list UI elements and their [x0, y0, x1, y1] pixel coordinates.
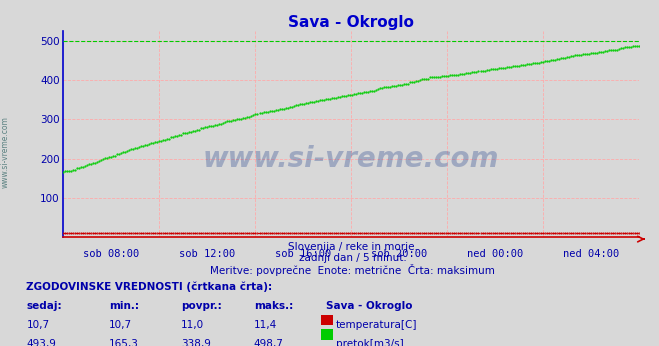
- Text: sedaj:: sedaj:: [26, 301, 62, 311]
- Text: sob 12:00: sob 12:00: [179, 249, 235, 260]
- Text: www.si-vreme.com: www.si-vreme.com: [1, 116, 10, 188]
- Text: temperatura[C]: temperatura[C]: [336, 320, 418, 330]
- Text: 338,9: 338,9: [181, 339, 211, 346]
- Text: pretok[m3/s]: pretok[m3/s]: [336, 339, 404, 346]
- Text: 498,7: 498,7: [254, 339, 283, 346]
- Text: maks.:: maks.:: [254, 301, 293, 311]
- Text: ZGODOVINSKE VREDNOSTI (črtkana črta):: ZGODOVINSKE VREDNOSTI (črtkana črta):: [26, 282, 272, 292]
- Title: Sava - Okroglo: Sava - Okroglo: [288, 15, 414, 30]
- Text: www.si-vreme.com: www.si-vreme.com: [203, 145, 499, 173]
- Text: min.:: min.:: [109, 301, 139, 311]
- Text: 10,7: 10,7: [109, 320, 132, 330]
- Text: ned 00:00: ned 00:00: [467, 249, 523, 260]
- Text: 10,7: 10,7: [26, 320, 49, 330]
- Text: 11,4: 11,4: [254, 320, 277, 330]
- Text: povpr.:: povpr.:: [181, 301, 222, 311]
- Text: Meritve: povprečne  Enote: metrične  Črta: maksimum: Meritve: povprečne Enote: metrične Črta:…: [210, 264, 495, 276]
- Text: Sava - Okroglo: Sava - Okroglo: [326, 301, 413, 311]
- Text: ned 04:00: ned 04:00: [563, 249, 619, 260]
- Text: sob 16:00: sob 16:00: [275, 249, 331, 260]
- Text: Slovenija / reke in morje.: Slovenija / reke in morje.: [287, 242, 418, 252]
- Text: 165,3: 165,3: [109, 339, 138, 346]
- Text: 493,9: 493,9: [26, 339, 56, 346]
- Text: zadnji dan / 5 minut.: zadnji dan / 5 minut.: [299, 253, 407, 263]
- Text: 11,0: 11,0: [181, 320, 204, 330]
- Text: sob 20:00: sob 20:00: [371, 249, 427, 260]
- Text: sob 08:00: sob 08:00: [82, 249, 139, 260]
